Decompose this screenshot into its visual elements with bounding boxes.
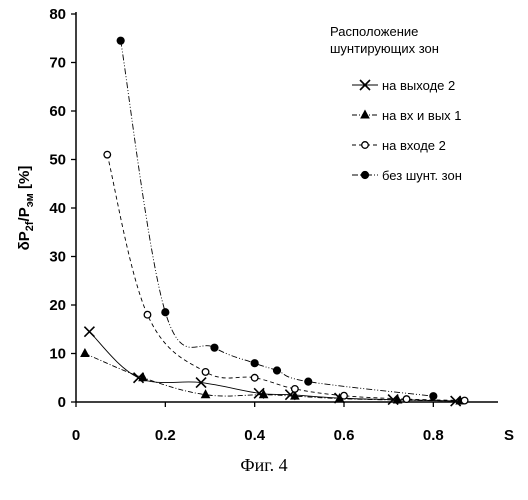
data-point xyxy=(202,369,209,376)
legend: Расположение шунтирующих зон на выходе 2 на… xyxy=(330,24,462,183)
legend-label: без шунт. зон xyxy=(382,168,462,183)
data-point xyxy=(430,393,437,400)
chart: 0 10 20 30 40 50 60 70 80 0 0.2 0.4 0.6 0.8 SδP2f/Pэм … xyxy=(0,0,528,455)
y-tick-label: 80 xyxy=(49,6,66,23)
y-tick-label: 60 xyxy=(49,103,66,120)
data-point xyxy=(403,396,410,403)
data-point xyxy=(292,386,299,393)
y-axis-label-part: 2f xyxy=(24,221,36,231)
y-tick-label: 30 xyxy=(49,249,66,266)
data-point xyxy=(81,349,89,357)
x-tick-label: 0.6 xyxy=(334,427,355,444)
y-axis-label: δP2f/Pэм [%] xyxy=(16,166,36,251)
y-axis-label-part: /P xyxy=(16,207,33,221)
legend-marker xyxy=(362,142,369,149)
legend-item: на входе 2 xyxy=(352,138,446,153)
x-tick-label: 0 xyxy=(72,427,80,444)
data-point xyxy=(117,37,124,44)
figure-caption: Фиг. 4 xyxy=(0,455,528,476)
data-point xyxy=(305,378,312,385)
data-point xyxy=(144,311,151,318)
legend-label: на входе 2 xyxy=(382,138,446,153)
series-line xyxy=(107,155,464,401)
series-1 xyxy=(84,327,460,406)
series-line xyxy=(89,332,455,401)
data-point xyxy=(162,309,169,316)
data-point xyxy=(273,367,280,374)
legend-item: без шунт. зон xyxy=(352,168,462,183)
x-tick-label: 0.8 xyxy=(423,427,444,444)
legend-item: на выходе 2 xyxy=(352,78,455,93)
y-axis-label-part: эм xyxy=(24,193,36,207)
x-tick-label: 0.2 xyxy=(155,427,176,444)
x-axis-label: S xyxy=(504,427,514,444)
y-axis-label-part: δP xyxy=(16,231,33,250)
y-tick-label: 10 xyxy=(49,346,66,363)
legend-title-line: Расположение xyxy=(330,24,418,39)
y-tick-label: 0 xyxy=(58,394,66,411)
data-point xyxy=(211,344,218,351)
series-3 xyxy=(104,151,468,403)
y-tick-label: 50 xyxy=(49,152,66,169)
data-point xyxy=(251,374,258,381)
legend-item: на вх и вых 1 xyxy=(352,108,462,123)
legend-marker xyxy=(361,171,368,178)
data-point xyxy=(251,360,258,367)
series-line xyxy=(121,41,434,397)
data-point xyxy=(104,151,111,158)
x-tick-label: 0.4 xyxy=(244,427,266,444)
y-tick-label: 40 xyxy=(49,200,66,217)
data-point xyxy=(461,397,468,404)
legend-marker xyxy=(361,111,369,119)
data-point xyxy=(84,327,94,337)
legend-label: на выходе 2 xyxy=(382,78,455,93)
y-axis-label-part: [%] xyxy=(16,166,33,194)
legend-title-line: шунтирующих зон xyxy=(330,41,439,56)
data-point xyxy=(341,392,348,399)
y-tick-label: 70 xyxy=(49,55,66,72)
y-tick-label: 20 xyxy=(49,297,66,314)
legend-label: на вх и вых 1 xyxy=(382,108,462,123)
